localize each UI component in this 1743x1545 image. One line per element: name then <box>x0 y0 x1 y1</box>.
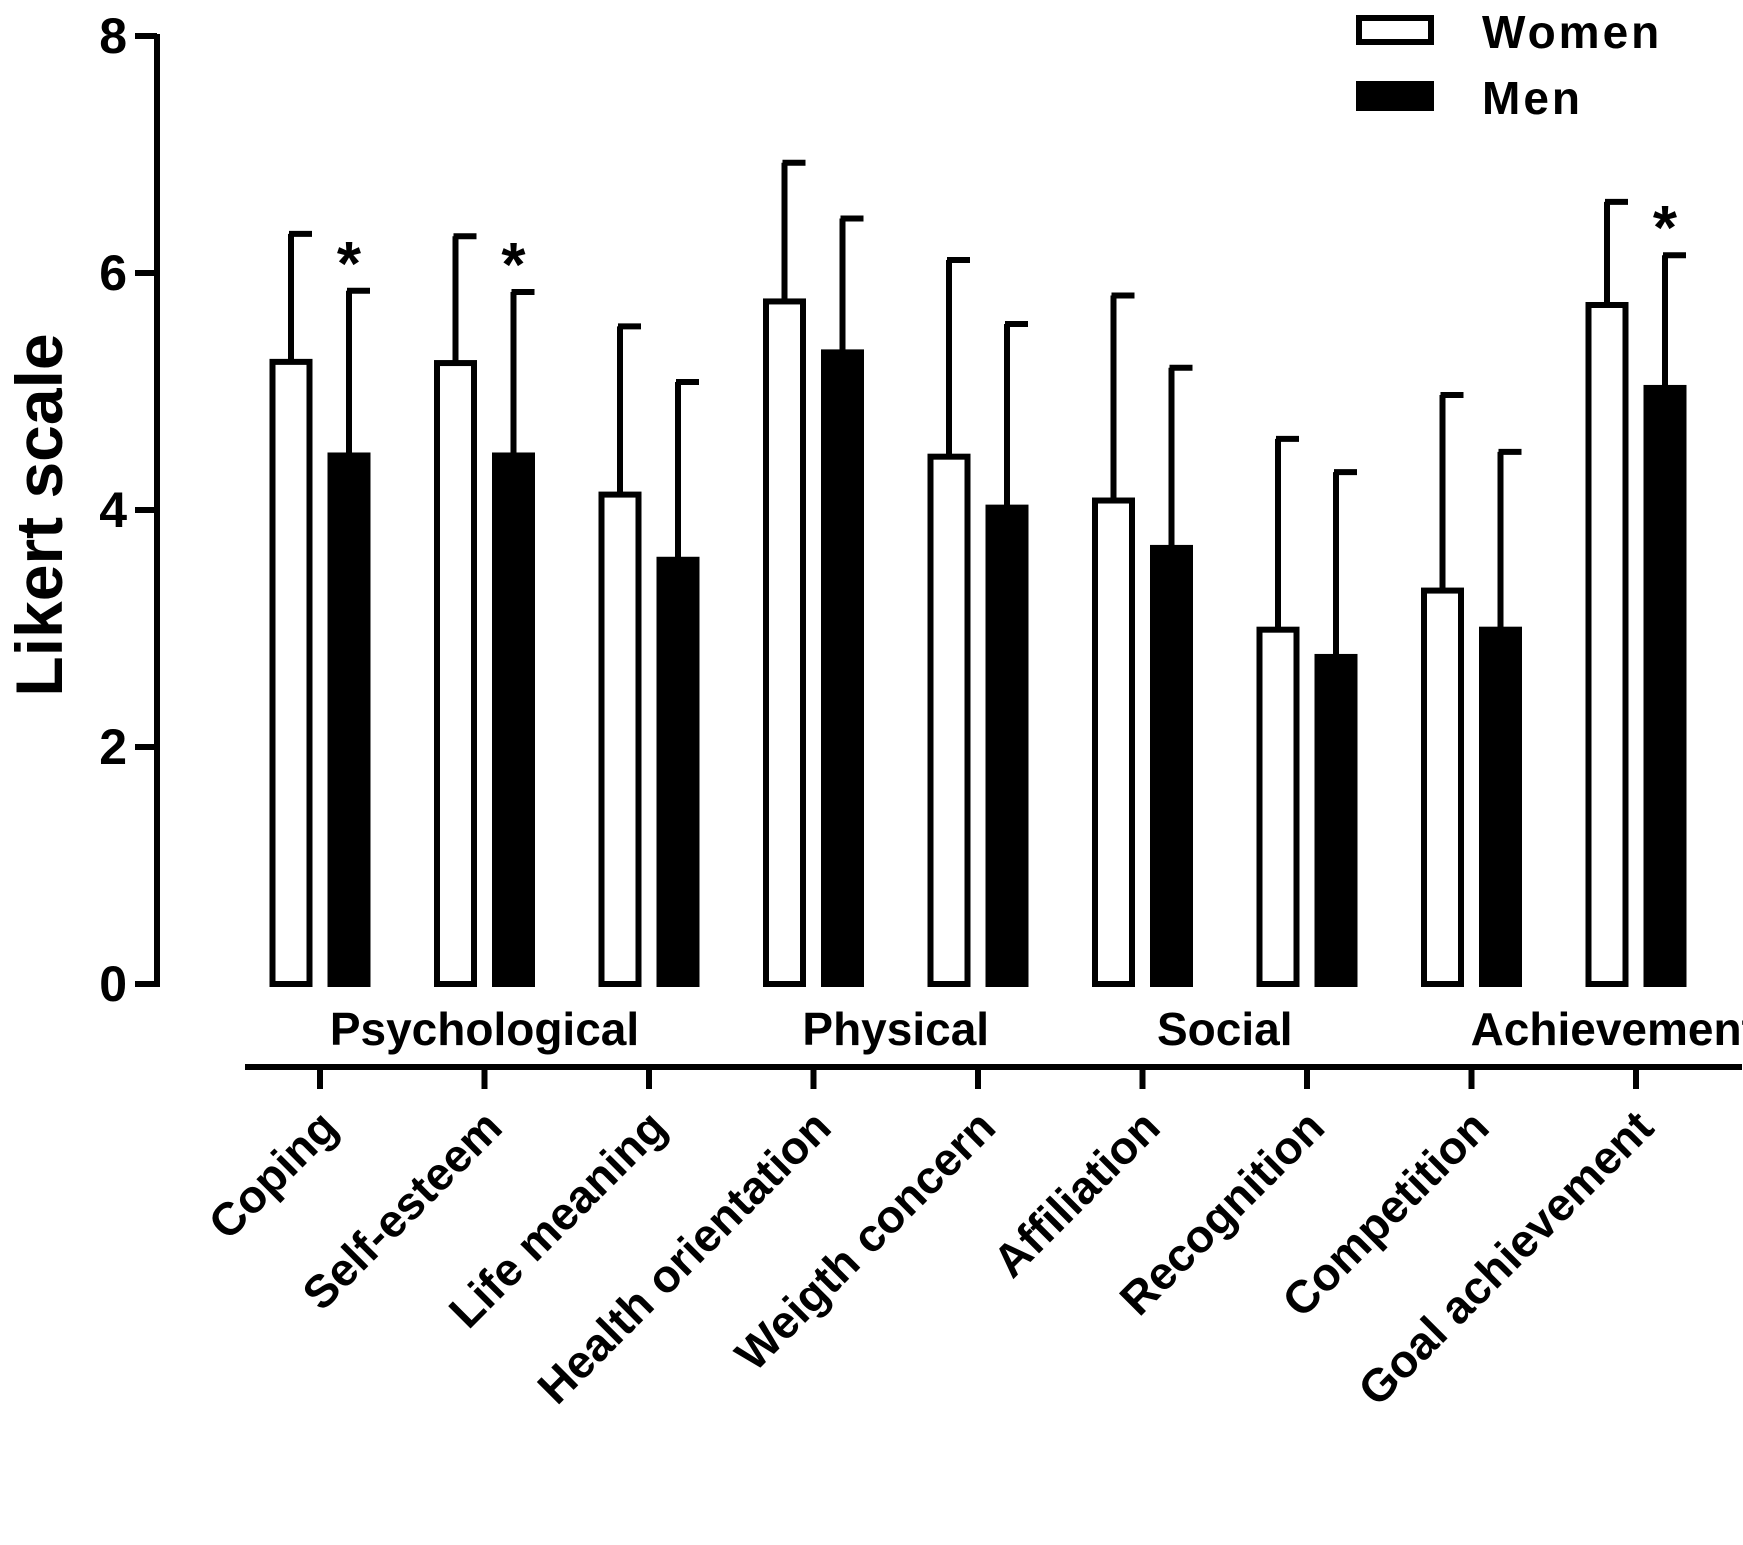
legend: Women Men <box>1356 6 1662 124</box>
bar-men-weigth-concern <box>985 504 1029 987</box>
bars <box>269 298 1687 988</box>
legend-swatch-men <box>1356 81 1434 111</box>
x-axis <box>245 1064 1742 1089</box>
bar-men-affiliation <box>1150 544 1193 987</box>
group-label-psychological: Psychological <box>330 1003 639 1055</box>
bar-women-health-orientation <box>763 298 806 987</box>
category-label-health-orientation: Health orientation <box>527 1100 840 1413</box>
y-tick-label: 6 <box>99 245 127 301</box>
bar-women-goal-achievement <box>1585 301 1629 987</box>
y-axis: 0 2 4 6 8 <box>99 8 160 1012</box>
bar-women-weigth-concern <box>927 453 971 987</box>
bar-women-competition <box>1421 587 1464 988</box>
bar-women-life-meaning <box>598 491 642 987</box>
y-tick-label: 8 <box>99 8 127 64</box>
group-label-social: Social <box>1157 1003 1293 1055</box>
bar-men-self-esteem <box>492 452 535 987</box>
group-labels: Psychological Physical Social Achievement <box>330 1003 1743 1055</box>
bar-women-coping <box>269 358 313 987</box>
significance-asterisk: * <box>1653 194 1678 263</box>
y-tick-label: 4 <box>99 482 127 538</box>
error-bars <box>288 159 1686 657</box>
bar-men-recognition <box>1314 653 1358 987</box>
category-label-goal-achievement: Goal achievement <box>1348 1100 1663 1415</box>
bar-men-goal-achievement <box>1643 384 1687 987</box>
y-tick-label: 2 <box>99 719 127 775</box>
legend-label-women: Women <box>1482 6 1662 58</box>
group-label-physical: Physical <box>802 1003 989 1055</box>
bar-men-competition <box>1479 626 1522 987</box>
significance-asterisk: * <box>501 231 526 300</box>
bar-women-recognition <box>1256 626 1300 987</box>
bar-women-self-esteem <box>434 360 477 987</box>
category-label-coping: Coping <box>198 1100 347 1249</box>
y-axis-label: Likert scale <box>2 333 76 696</box>
y-tick-label: 0 <box>99 956 127 1012</box>
bar-men-health-orientation <box>821 349 864 987</box>
bar-men-life-meaning <box>656 556 700 988</box>
significance-asterisk: * <box>337 230 362 299</box>
bar-women-affiliation <box>1092 497 1135 987</box>
significance-marks: * * * <box>337 194 1678 300</box>
legend-swatch-women <box>1356 15 1434 45</box>
legend-label-men: Men <box>1482 72 1583 124</box>
bar-men-coping <box>327 452 371 987</box>
group-label-achievement: Achievement <box>1471 1003 1743 1055</box>
